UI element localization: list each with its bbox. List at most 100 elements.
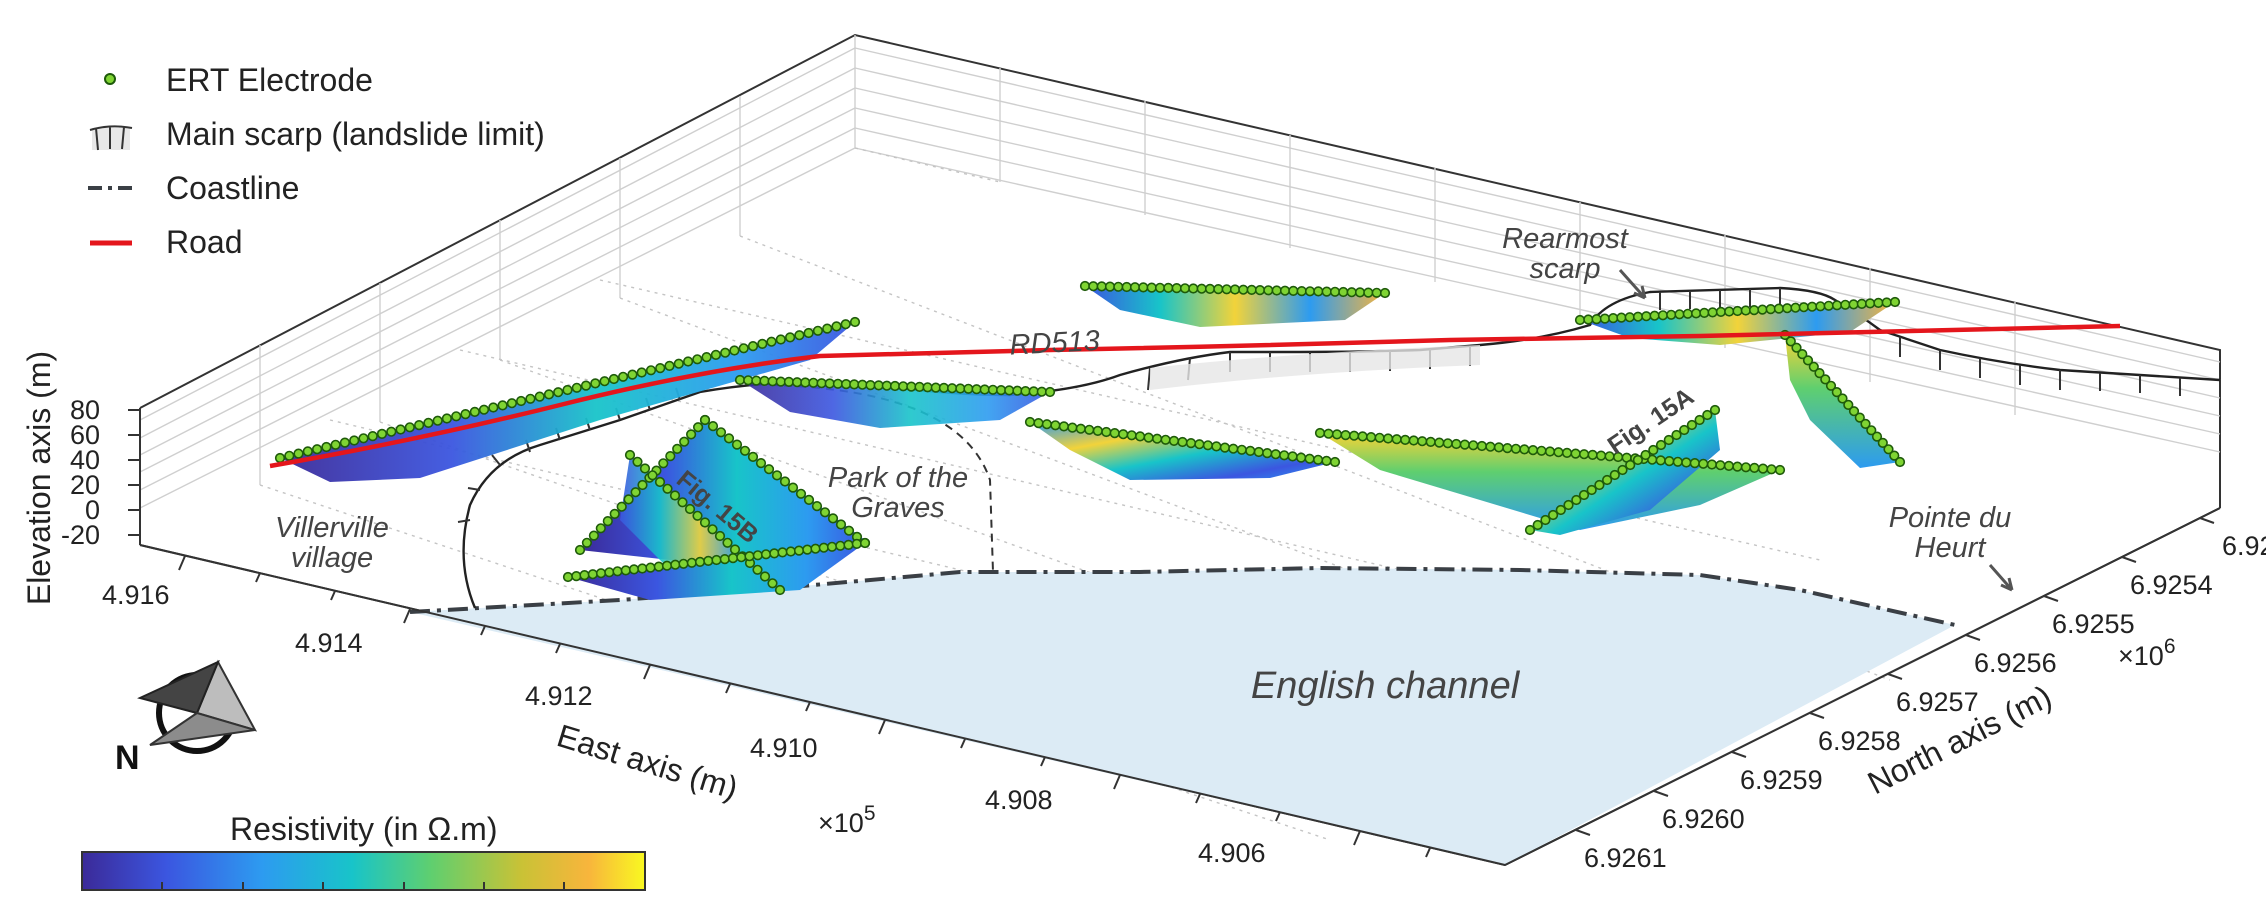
electrode-dot xyxy=(669,490,681,501)
electrode-dot xyxy=(1806,301,1818,312)
electrode-dot xyxy=(849,316,861,328)
electrode-dot xyxy=(330,439,341,450)
electrode-dot xyxy=(1417,436,1428,447)
electrode-dot xyxy=(580,380,592,391)
electrode-dot xyxy=(1468,440,1479,451)
electrode-dot xyxy=(1146,282,1157,293)
electrode-dot xyxy=(1263,285,1274,296)
east-tick-4906: 4.906 xyxy=(1198,838,1266,868)
electrode-dot xyxy=(699,414,711,426)
electrode-dot xyxy=(729,345,740,356)
legend-electrode-label: ERT Electrode xyxy=(166,62,373,98)
legend-scarp-symbol xyxy=(89,125,133,151)
electrode-dot xyxy=(1657,310,1668,321)
electrode-dot xyxy=(727,552,739,564)
electrode-dot xyxy=(938,382,950,394)
electrode-dot xyxy=(760,549,772,560)
elev-tick-60: 60 xyxy=(70,420,100,450)
electrode-dot xyxy=(274,452,286,464)
main-scarp-line xyxy=(457,286,2221,609)
electrode-dot xyxy=(715,427,727,438)
electrode-dot xyxy=(1196,283,1207,294)
electrode-dot xyxy=(1113,281,1124,292)
electrode-dot xyxy=(759,571,771,582)
legend-coastline-label: Coastline xyxy=(166,170,299,206)
electrode-dot xyxy=(714,530,726,542)
electrode-dot xyxy=(1202,440,1213,451)
electrode-dot xyxy=(1425,436,1436,448)
electrode-dot xyxy=(321,441,332,453)
electrode-dot xyxy=(832,378,844,389)
electrode-dot xyxy=(1229,284,1241,295)
electrode-dot xyxy=(766,336,777,347)
electrode-dot xyxy=(1033,418,1044,429)
electrode-dot xyxy=(658,458,669,469)
electrode-dot xyxy=(1271,285,1282,296)
electrode-dot xyxy=(1221,284,1232,295)
electrode-dot xyxy=(599,376,610,387)
electrode-dot xyxy=(1595,450,1607,461)
electrode-dot xyxy=(1578,489,1590,501)
electrode-dot xyxy=(779,476,791,487)
electrode-dot xyxy=(1591,314,1602,325)
electrode-dot xyxy=(1179,283,1191,294)
electrode-dot xyxy=(655,363,666,374)
electrode-dot xyxy=(376,428,388,440)
electrode-dot xyxy=(637,563,648,574)
electrode-dot xyxy=(857,379,868,390)
electrode-dot xyxy=(645,365,657,376)
electrode-dot xyxy=(1848,299,1859,310)
electrode-dot xyxy=(826,541,838,552)
electrode-dot xyxy=(859,537,871,549)
electrode-dot xyxy=(1706,459,1717,470)
electrode-dot xyxy=(843,525,855,536)
electrode-dot xyxy=(787,482,799,493)
north-tick-69261: 6.9261 xyxy=(1584,843,1667,873)
electrode-dot xyxy=(1698,458,1709,469)
electrode-dot xyxy=(588,530,600,541)
electrode-dot xyxy=(628,564,640,575)
legend-scarp-label: Main scarp (landslide limit) xyxy=(166,116,545,152)
electrode-dot xyxy=(1279,285,1291,296)
electrode-dot xyxy=(608,373,620,385)
electrode-dot xyxy=(1134,431,1146,442)
electrode-dot xyxy=(1871,431,1883,442)
north-axis-multiplier: ×106 xyxy=(2118,635,2176,671)
electrode-dot xyxy=(654,476,666,488)
electrode-dot xyxy=(571,382,582,393)
label-park-2: Graves xyxy=(851,492,944,524)
electrode-dot xyxy=(1686,419,1697,431)
electrode-dot xyxy=(1757,304,1768,315)
electrode-dot xyxy=(803,327,814,339)
electrode-dot xyxy=(1641,311,1652,322)
electrode-dot xyxy=(1041,419,1052,430)
electrode-dot xyxy=(1632,311,1644,322)
electrode-dot xyxy=(731,439,743,450)
electrode-dot xyxy=(1012,385,1023,396)
electrode-dot xyxy=(515,395,527,407)
electrode-dot xyxy=(707,524,718,535)
electrode-dot xyxy=(1625,459,1636,471)
north-tick-69258: 6.9258 xyxy=(1818,726,1901,756)
electrode-dot xyxy=(1848,406,1860,417)
electrode-dot xyxy=(685,429,697,440)
electrode-dot xyxy=(1270,449,1281,460)
electrode-dot xyxy=(1075,423,1086,434)
electrode-dot xyxy=(1532,519,1543,531)
electrode-dot xyxy=(1831,387,1842,398)
electrode-dot xyxy=(1864,298,1876,309)
electrode-dot xyxy=(1563,499,1574,511)
electrode-dot xyxy=(767,578,778,589)
electrode-dot xyxy=(1129,282,1141,293)
electrode-dot xyxy=(1702,409,1713,421)
electrode-dot xyxy=(386,426,397,437)
electrode-dot xyxy=(711,554,722,566)
electrode-dot xyxy=(1143,432,1154,443)
road-rd513 xyxy=(269,323,2121,469)
electrode-dot xyxy=(719,553,730,565)
electrode-dot xyxy=(1338,286,1349,298)
electrode-dot xyxy=(1583,314,1594,325)
elevation-axis: 80 60 40 20 0 -20 Elevation axis (m) xyxy=(21,351,141,605)
electrode-dot xyxy=(1694,414,1705,426)
electrode-dot xyxy=(795,488,807,499)
